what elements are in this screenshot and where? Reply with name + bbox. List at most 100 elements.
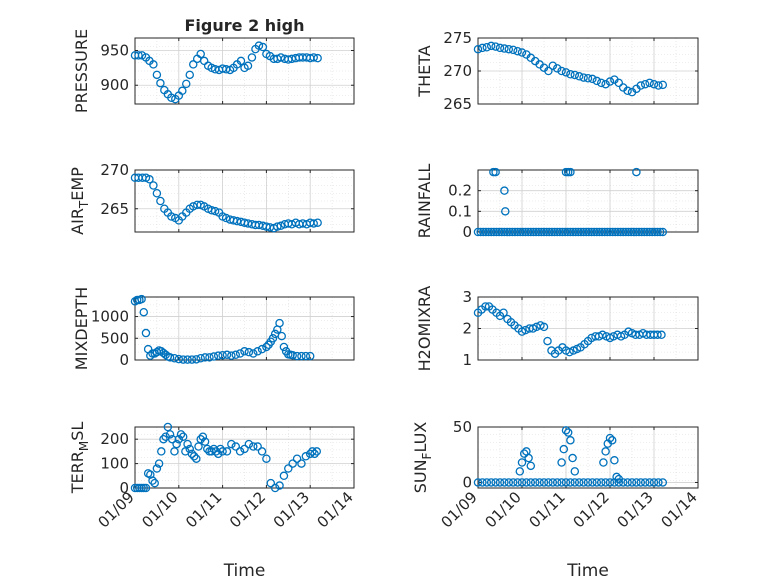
data-point xyxy=(601,79,610,89)
data-point xyxy=(600,227,609,237)
data-point xyxy=(636,478,646,487)
data-point xyxy=(266,478,276,488)
data-point xyxy=(253,347,262,356)
data-point xyxy=(170,447,179,456)
y-tick-label: 0.2 xyxy=(448,182,472,200)
data-point xyxy=(249,442,258,451)
data-point xyxy=(583,74,593,83)
data-point xyxy=(163,422,173,432)
y-tick-label: 270 xyxy=(443,62,472,80)
chart-title: Figure 2 high xyxy=(185,16,305,35)
data-point xyxy=(654,478,663,487)
data-point xyxy=(521,227,530,237)
x-tick-label: 01/13 xyxy=(270,488,313,531)
data-point xyxy=(645,78,654,88)
data-point xyxy=(231,350,240,360)
data-point xyxy=(649,79,659,89)
data-point xyxy=(244,347,254,357)
data-point xyxy=(146,351,155,360)
y-tick-label: 0.1 xyxy=(448,202,472,220)
y-tick-label: 2 xyxy=(462,320,472,338)
data-point xyxy=(221,213,231,223)
data-point xyxy=(270,483,280,493)
y-tick-label: 900 xyxy=(100,76,129,94)
data-point xyxy=(207,206,216,215)
data-point xyxy=(288,459,297,468)
data-point xyxy=(497,227,507,237)
data-point xyxy=(552,478,562,487)
data-point xyxy=(473,44,483,54)
data-point xyxy=(603,227,612,237)
data-point xyxy=(478,43,487,53)
subplot-terr_msl: 0 100 200 01/09 01/10 01/11 01/12 01/13 01/14 TER… xyxy=(68,422,357,581)
data-point xyxy=(504,44,514,54)
data-point xyxy=(544,66,553,76)
data-point xyxy=(249,349,258,358)
data-point xyxy=(568,227,578,237)
data-point xyxy=(149,60,158,69)
axes-box xyxy=(134,426,355,489)
data-point xyxy=(159,434,168,444)
data-point xyxy=(515,227,525,237)
data-point xyxy=(139,307,149,317)
data-point xyxy=(605,227,615,237)
data-point xyxy=(154,459,164,468)
data-point xyxy=(537,227,546,237)
data-point xyxy=(257,344,267,354)
x-tick-label: 01/10 xyxy=(138,488,181,531)
data-point xyxy=(276,221,286,231)
data-point xyxy=(199,56,209,66)
data-point xyxy=(185,444,194,454)
data-point xyxy=(543,336,552,346)
y-tick-label: 265 xyxy=(443,95,472,113)
data-point xyxy=(571,227,580,237)
data-point xyxy=(181,79,191,89)
data-point xyxy=(592,227,602,237)
x-tick-label: 01/12 xyxy=(570,488,613,531)
data-point xyxy=(579,478,588,487)
data-point xyxy=(508,478,518,487)
y-tick-label: 0 xyxy=(462,223,472,241)
data-point xyxy=(588,478,597,487)
x-tick-label: 01/11 xyxy=(526,488,569,531)
data-point xyxy=(308,447,317,456)
data-point xyxy=(566,478,575,487)
data-point xyxy=(481,227,491,237)
data-point xyxy=(513,46,522,56)
data-point xyxy=(275,318,284,328)
data-point xyxy=(574,478,584,487)
data-point xyxy=(231,442,240,451)
data-point xyxy=(584,227,594,237)
data-point xyxy=(658,227,668,237)
data-point xyxy=(277,331,286,341)
subplot-theta: 265 270 275 THETA xyxy=(415,29,699,113)
data-point xyxy=(501,207,510,216)
data-point xyxy=(559,444,569,454)
data-point xyxy=(500,186,509,195)
subplot-rainfall: 0 0.1 0.2 RAINFALL xyxy=(415,164,699,241)
data-point xyxy=(196,434,205,444)
data-point xyxy=(647,227,657,237)
data-point xyxy=(589,227,599,237)
data-point xyxy=(636,81,646,90)
data-point xyxy=(222,447,232,456)
data-point xyxy=(530,478,540,487)
data-point xyxy=(479,227,488,237)
data-point xyxy=(598,330,607,340)
data-point xyxy=(301,351,311,361)
data-point xyxy=(156,196,165,206)
data-point xyxy=(491,42,500,51)
data-point xyxy=(616,227,625,237)
data-point xyxy=(292,351,302,361)
data-point xyxy=(189,452,199,461)
data-point xyxy=(247,53,257,62)
data-point xyxy=(486,41,496,51)
data-point xyxy=(486,478,496,487)
data-point xyxy=(526,478,536,487)
axes-box xyxy=(477,426,699,489)
data-point xyxy=(178,355,188,364)
data-point xyxy=(654,81,663,90)
data-point xyxy=(473,478,483,487)
data-point xyxy=(566,436,575,445)
